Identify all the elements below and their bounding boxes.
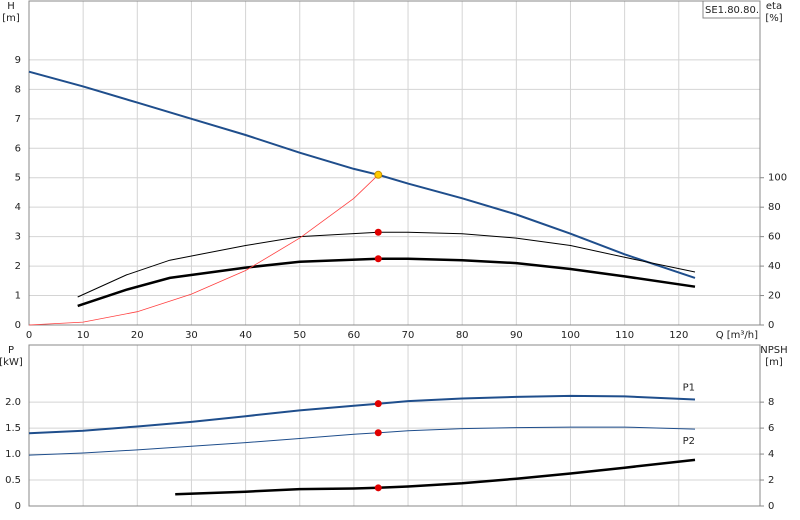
y-tick-label: 0 bbox=[15, 501, 21, 512]
x-tick-label: 0 bbox=[26, 330, 32, 341]
series-label: P1 bbox=[683, 383, 695, 394]
y2-tick-label: 0 bbox=[768, 320, 774, 331]
series-line bbox=[77, 231, 696, 298]
y2-tick-label: 60 bbox=[768, 232, 781, 243]
annotation-box bbox=[702, 0, 761, 19]
y-tick-label: 1.5 bbox=[5, 423, 21, 434]
y-tick-label: 1.0 bbox=[5, 449, 21, 460]
y2-tick-label: 20 bbox=[768, 291, 781, 302]
y-tick-label: 0.5 bbox=[5, 475, 21, 486]
y-tick-label: 9 bbox=[15, 55, 21, 66]
operating-point bbox=[374, 429, 382, 437]
y2-axis-label: [%] bbox=[765, 13, 782, 24]
series-line bbox=[77, 257, 696, 308]
y-tick-label: 2.0 bbox=[5, 397, 21, 408]
y-tick-label: 2 bbox=[15, 261, 21, 272]
y-tick-label: 8 bbox=[15, 84, 21, 95]
operating-point bbox=[374, 400, 382, 408]
y-axis-label: H bbox=[7, 1, 15, 12]
x-axis-label: Q [m³/h] bbox=[716, 330, 758, 341]
x-tick-label: 120 bbox=[669, 330, 688, 341]
series-line bbox=[28, 174, 379, 326]
y2-axis-label: [m] bbox=[765, 357, 783, 368]
y2-tick-label: 6 bbox=[768, 423, 774, 434]
x-tick-label: 60 bbox=[348, 330, 361, 341]
operating-point bbox=[374, 228, 382, 236]
series-line bbox=[28, 394, 696, 435]
x-tick-label: 80 bbox=[456, 330, 469, 341]
x-tick-label: 100 bbox=[561, 330, 580, 341]
annotation: SE1.80.80. bbox=[705, 5, 759, 16]
y2-tick-label: 80 bbox=[768, 202, 781, 213]
y-axis-label: P bbox=[8, 345, 14, 356]
y-tick-label: 7 bbox=[15, 114, 21, 125]
series-line bbox=[28, 70, 696, 279]
operating-point bbox=[374, 255, 382, 263]
x-tick-label: 50 bbox=[293, 330, 306, 341]
y-axis-label: [m] bbox=[2, 13, 20, 24]
series-label: P2 bbox=[683, 436, 695, 447]
y2-axis-label: eta bbox=[766, 1, 782, 12]
y-tick-label: 6 bbox=[15, 143, 21, 154]
plot-frame bbox=[28, 344, 761, 507]
y2-tick-label: 40 bbox=[768, 261, 781, 272]
y-axis-label: [kW] bbox=[0, 357, 23, 368]
plot-frame bbox=[28, 0, 761, 326]
y2-tick-label: 0 bbox=[768, 501, 774, 512]
y2-tick-label: 2 bbox=[768, 475, 774, 486]
series-line bbox=[28, 426, 696, 456]
x-tick-label: 110 bbox=[615, 330, 634, 341]
x-tick-label: 90 bbox=[510, 330, 523, 341]
x-tick-label: 30 bbox=[185, 330, 198, 341]
x-tick-label: 70 bbox=[402, 330, 415, 341]
y-tick-label: 5 bbox=[15, 173, 21, 184]
x-tick-label: 10 bbox=[77, 330, 90, 341]
y2-tick-label: 100 bbox=[768, 173, 787, 184]
y-tick-label: 3 bbox=[15, 232, 21, 243]
operating-point bbox=[374, 484, 382, 492]
series-line bbox=[175, 458, 696, 496]
x-tick-label: 20 bbox=[131, 330, 144, 341]
x-tick-label: 40 bbox=[239, 330, 252, 341]
y2-axis-label: NPSH bbox=[760, 345, 787, 356]
y2-tick-label: 4 bbox=[768, 449, 774, 460]
operating-point bbox=[374, 170, 383, 179]
y2-tick-label: 8 bbox=[768, 397, 774, 408]
y-tick-label: 4 bbox=[15, 202, 21, 213]
y-tick-label: 0 bbox=[15, 320, 21, 331]
y-tick-label: 1 bbox=[15, 291, 21, 302]
